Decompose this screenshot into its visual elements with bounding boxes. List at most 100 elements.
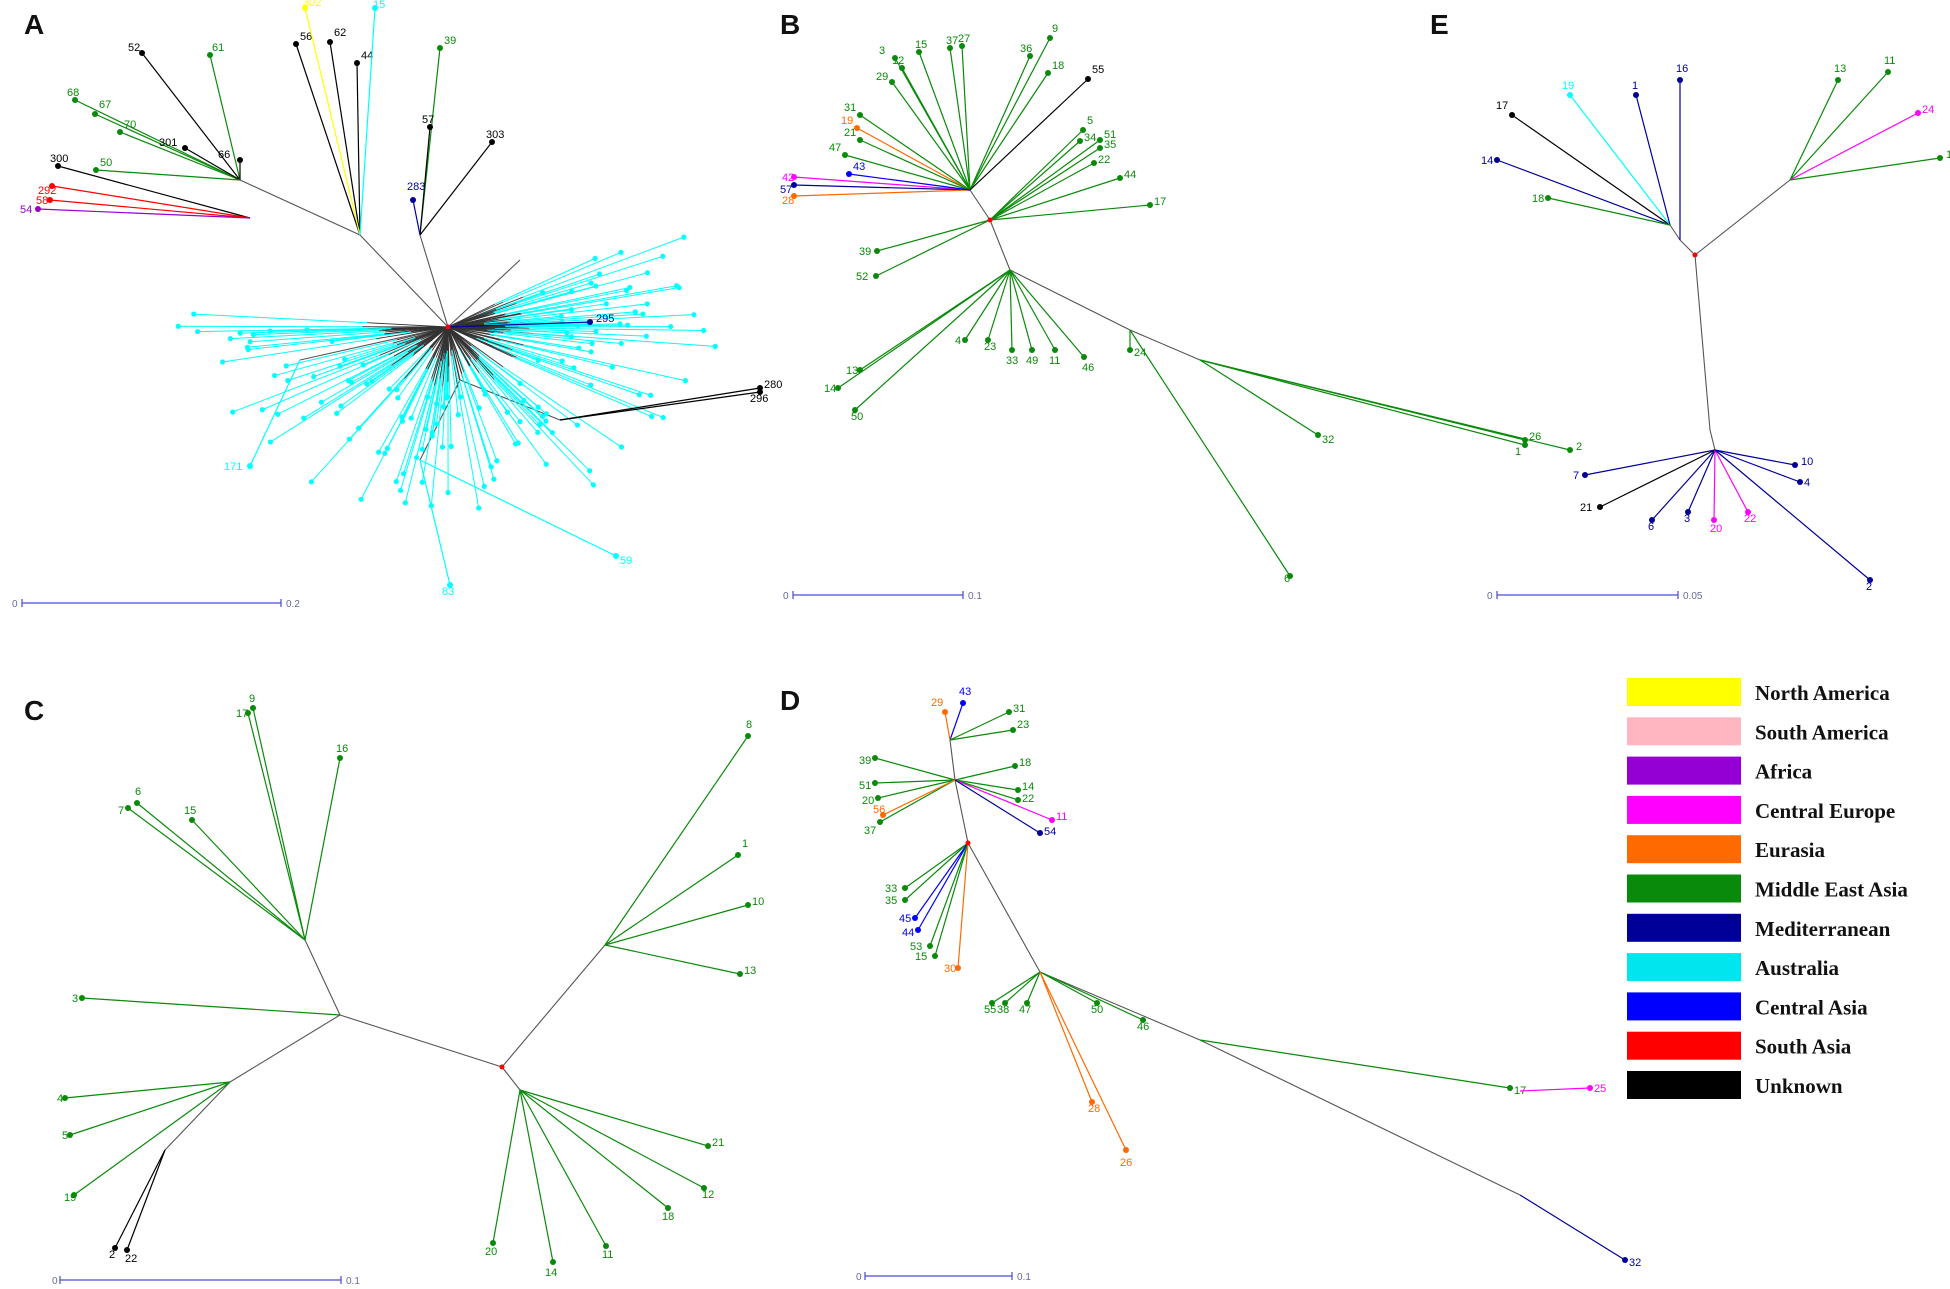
leaf-node: [705, 1143, 711, 1149]
branch: [461, 373, 492, 467]
branch: [1511, 114, 1671, 226]
branch: [1714, 449, 1801, 483]
leaf-node: [649, 413, 655, 420]
branch: [1569, 94, 1671, 226]
leaf-label: 9: [249, 693, 255, 705]
leaf-node: [877, 819, 883, 825]
leaf-node: [915, 927, 921, 933]
leaf-label: 22: [125, 1253, 137, 1265]
branch: [427, 326, 449, 370]
leaf-node: [267, 328, 273, 334]
leaf-node: [285, 377, 291, 384]
internal-branch: [1009, 269, 1131, 331]
branch: [604, 944, 741, 975]
leaf-node: [1091, 160, 1097, 166]
leaf-node: [1140, 1017, 1146, 1023]
leaf-node: [889, 79, 895, 85]
leaf-label: 46: [1137, 1021, 1149, 1033]
branch: [934, 842, 969, 957]
leaf-node: [1677, 77, 1683, 83]
branch: [879, 779, 956, 823]
leaf-node: [874, 248, 880, 254]
legend-swatch: [1627, 992, 1741, 1021]
leaf-node: [443, 395, 449, 401]
legend-swatch: [1627, 953, 1741, 982]
branch: [1687, 449, 1716, 513]
leaf-node: [596, 271, 603, 277]
branch: [1009, 269, 1085, 358]
branch: [954, 765, 1016, 781]
branch: [1584, 449, 1716, 476]
leaf-node: [942, 709, 948, 715]
branch: [929, 842, 969, 947]
leaf-label: 18: [1019, 757, 1031, 769]
leaf-label: 13: [1834, 63, 1846, 75]
leaf-node: [47, 197, 53, 203]
scale-value-d: 0.1: [1017, 1272, 1031, 1283]
leaf-node: [476, 505, 482, 511]
leaf-node: [272, 372, 278, 379]
branch: [447, 326, 517, 358]
branch: [270, 364, 392, 443]
branch: [954, 779, 1019, 791]
branch: [478, 357, 547, 422]
leaf-node: [712, 343, 718, 349]
leaf-label: 16: [336, 743, 348, 755]
branch: [969, 37, 1051, 191]
internal-branch: [1669, 224, 1681, 241]
leaf-label: 9: [1052, 23, 1058, 35]
leaf-label: 295: [596, 313, 614, 325]
leaf-label: 14: [545, 1267, 557, 1279]
legend-label: South America: [1755, 720, 1889, 744]
leaf-label: 12: [892, 55, 904, 67]
leaf-node: [857, 367, 863, 373]
leaf-node: [308, 479, 314, 485]
branch: [1547, 197, 1671, 226]
branch: [493, 334, 592, 353]
leaf-label: 31: [1013, 703, 1025, 715]
branch: [478, 372, 547, 465]
branch: [1039, 971, 1098, 1004]
leaf-label: 50: [100, 157, 112, 169]
leaf-label: 43: [959, 686, 971, 698]
branch: [247, 712, 306, 941]
branch: [1199, 359, 1319, 436]
leaf-node: [1582, 472, 1588, 478]
branch: [447, 321, 591, 328]
branch: [126, 1149, 166, 1251]
leaf-label: 17: [1496, 100, 1508, 112]
leaf-label: 5: [62, 1130, 68, 1142]
leaf-node: [1045, 70, 1051, 76]
branch: [874, 757, 956, 781]
leaf-node: [989, 1000, 995, 1006]
branch: [447, 314, 505, 328]
branch: [918, 51, 971, 191]
leaf-node: [1649, 517, 1655, 523]
branch: [371, 344, 425, 382]
branch: [1519, 1194, 1626, 1261]
branch: [51, 185, 251, 219]
leaf-node: [267, 439, 273, 445]
leaf-label: 296: [750, 393, 768, 405]
branch: [969, 78, 1089, 191]
branch: [446, 326, 449, 351]
leaf-node: [568, 307, 575, 313]
leaf-node: [618, 249, 624, 255]
branch: [877, 779, 956, 799]
branch: [447, 311, 494, 328]
scale-zero-a: 0: [12, 599, 18, 610]
leaf-label: 23: [1017, 719, 1029, 731]
internal-branch: [1039, 971, 1201, 1041]
branch: [904, 842, 969, 901]
leaf-label: 50: [851, 411, 863, 423]
leaf-label: 37: [864, 825, 876, 837]
leaf-node: [791, 174, 797, 180]
branch: [489, 333, 579, 349]
leaf-label: 22: [1744, 513, 1756, 525]
leaf-label: 28: [782, 195, 794, 207]
leaf-node: [397, 487, 404, 494]
branch: [502, 251, 622, 303]
leaf-node: [112, 1245, 118, 1251]
leaf-label: 61: [212, 42, 224, 54]
